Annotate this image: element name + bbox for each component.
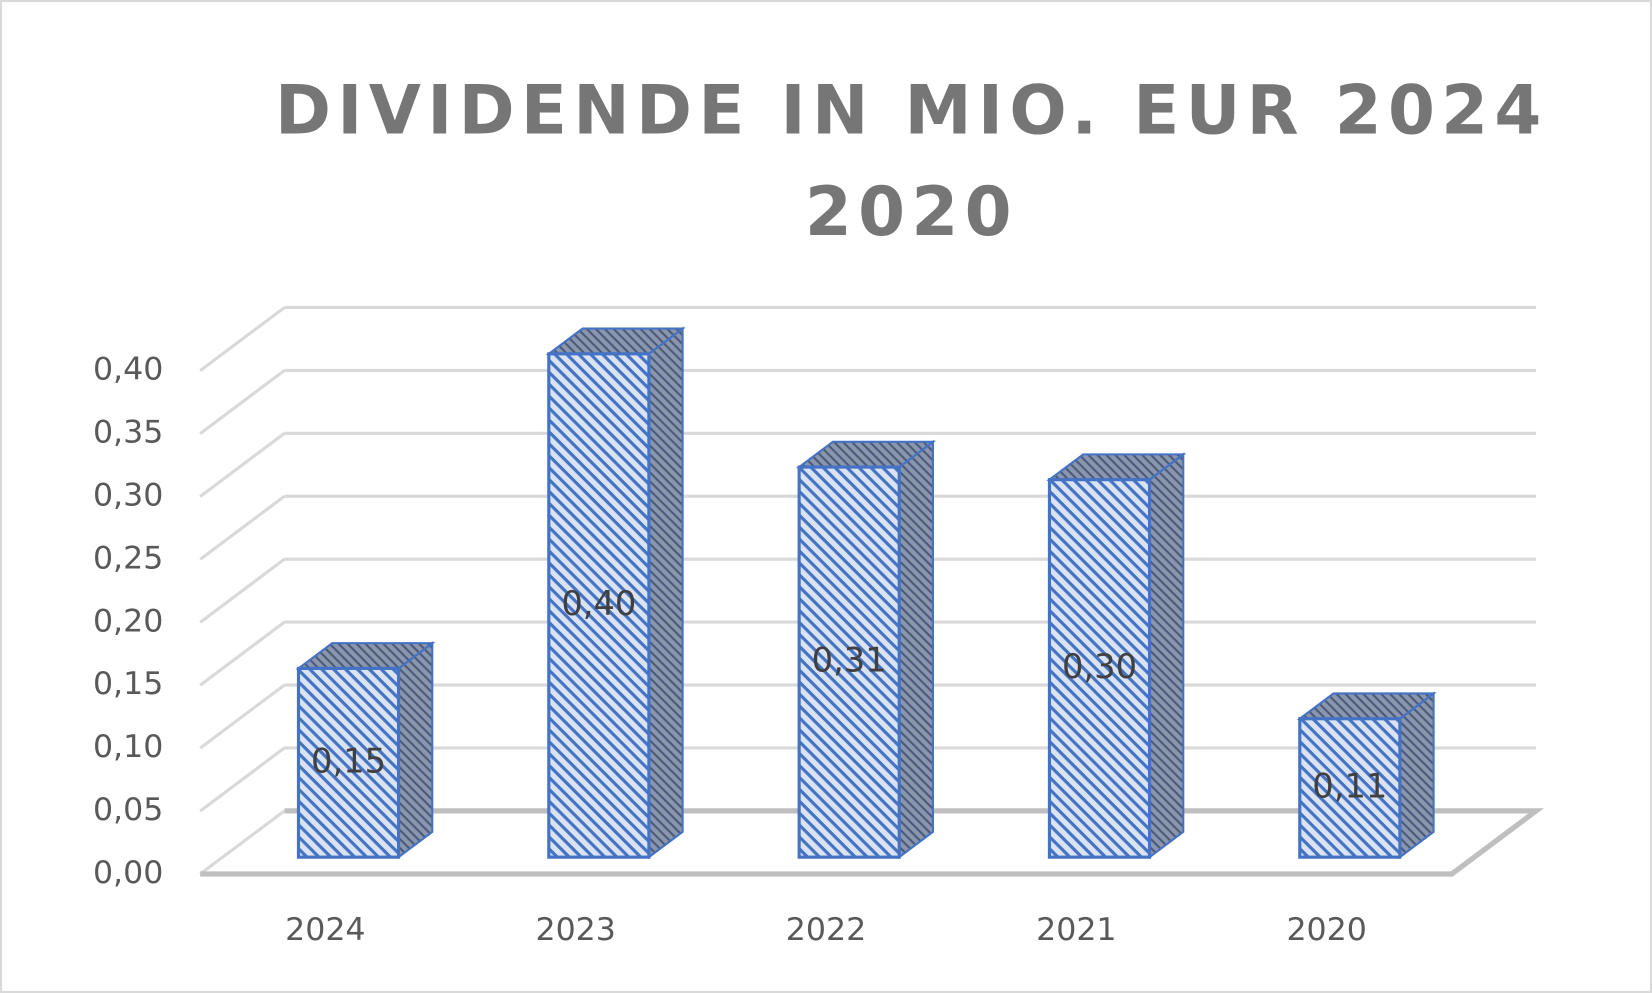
value-label: 0,40 bbox=[561, 584, 636, 623]
x-tick-label: 2021 bbox=[1036, 912, 1116, 948]
y-tick-label: 0,05 bbox=[93, 792, 163, 828]
x-tick-label: 2024 bbox=[285, 912, 365, 948]
title-box: DIVIDENDE IN MIO. EUR 2024 2020 bbox=[275, 72, 1548, 252]
bar bbox=[797, 465, 901, 859]
y-tick-label: 0,10 bbox=[93, 729, 163, 765]
bar-side bbox=[1148, 452, 1185, 860]
bar-side bbox=[397, 641, 434, 860]
side-grid-line bbox=[199, 809, 286, 876]
side-grid-line bbox=[199, 557, 286, 624]
bar-side bbox=[647, 326, 684, 860]
y-tick-label: 0,15 bbox=[93, 666, 163, 702]
y-tick-label: 0,20 bbox=[93, 603, 163, 639]
value-label: 0,11 bbox=[1312, 766, 1387, 805]
side-grid-line bbox=[199, 683, 286, 750]
bars: 0,15 0,40 0,31 0,30 0,11 bbox=[295, 326, 1437, 860]
side-grid-line bbox=[199, 306, 286, 372]
bar bbox=[296, 666, 401, 859]
bar bbox=[1047, 478, 1152, 859]
bar bbox=[547, 352, 651, 859]
side-grid-line bbox=[199, 369, 286, 435]
y-tick-label: 0,25 bbox=[93, 540, 163, 576]
side-grid-line bbox=[199, 620, 286, 687]
value-label: 0,30 bbox=[1062, 647, 1137, 686]
bar bbox=[1298, 717, 1402, 859]
side-grid-line bbox=[199, 432, 286, 498]
x-tick-label: 2020 bbox=[1286, 912, 1366, 948]
bar-side bbox=[1398, 691, 1435, 860]
chart-title: DIVIDENDE IN MIO. EUR 2024 2020 bbox=[275, 72, 1548, 252]
value-label: 0,31 bbox=[812, 641, 887, 680]
bar-side bbox=[898, 439, 934, 860]
y-tick-label: 0,00 bbox=[93, 855, 163, 891]
value-label: 0,15 bbox=[311, 741, 386, 780]
y-tick-label: 0,30 bbox=[93, 478, 163, 514]
side-grid-line bbox=[199, 494, 286, 561]
side-grid-line bbox=[199, 746, 286, 813]
y-tick-label: 0,35 bbox=[93, 415, 163, 451]
y-tick-label: 0,40 bbox=[93, 352, 163, 388]
x-tick-label: 2022 bbox=[786, 912, 866, 948]
x-tick-label: 2023 bbox=[535, 912, 615, 948]
